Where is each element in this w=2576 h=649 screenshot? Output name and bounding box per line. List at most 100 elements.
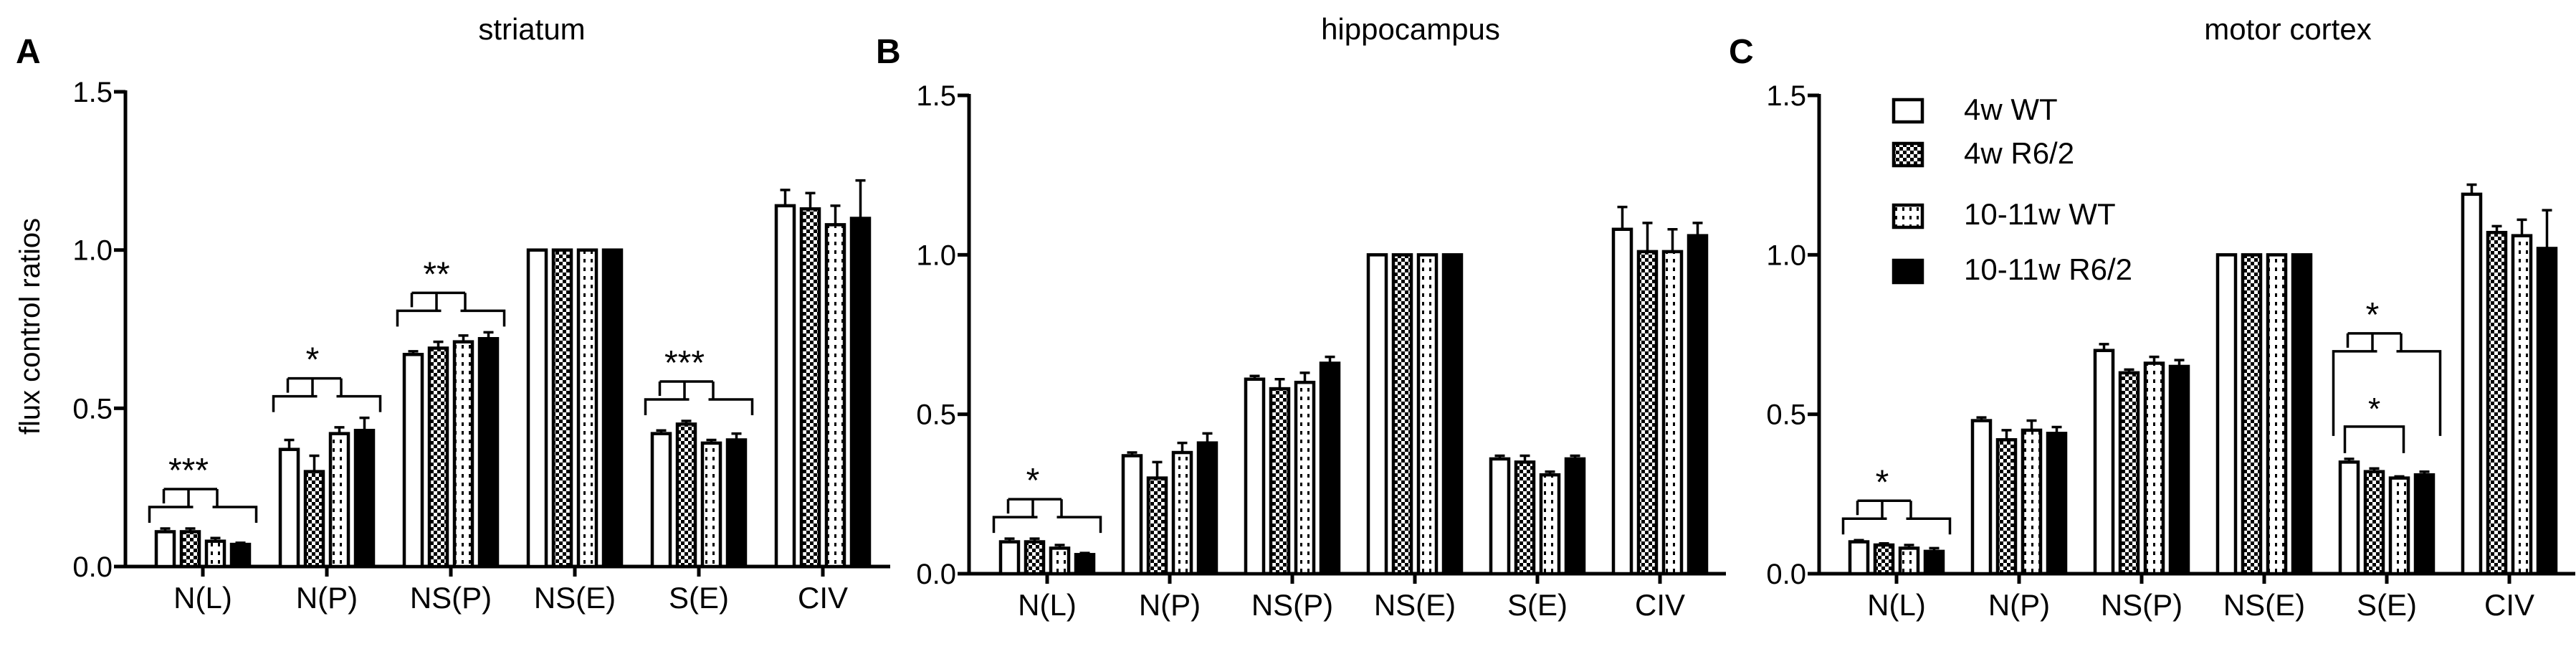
error-bar-10-11w-r6-2-s-e [1570,454,1580,459]
y-tick-label: 1.0 [1766,240,1806,271]
panel-letter-b: B [876,33,901,71]
error-bar-10-11w-r6-2-n-p [359,416,370,431]
bar-4w-wt-n-l [154,530,176,569]
bar-10-11w-r6-2-ns-e [1441,253,1464,576]
error-bar-10-11w-r6-2-civ [2542,209,2552,249]
error-bar-10-11w-r6-2-n-p [2051,425,2062,434]
sig-bracket [1841,499,1952,535]
x-tick-label: N(L) [173,581,232,615]
error-bar-4w-wt-s-e [1494,454,1505,459]
panel-c: 0.0 0.5 1.0 1.5 N(L) N(P) NS(P) NS(E) S(E) CIV * * * [1766,80,2575,622]
bar-4w-wt-s-e [650,432,672,569]
bar-4w-wt-ns-p [402,353,424,569]
legend-label-4w-r62: 4w R6/2 [1964,136,2074,170]
bar-4w-r6-2-n-l [1873,543,1895,576]
bar-10-11w-wt-n-p [1171,450,1193,576]
error-bar-10-11w-r6-2-ns-p [2174,359,2185,366]
legend: 4w WT 4w R6/2 10-11w WT 10-11w R6/2 [1892,93,2132,286]
bar-10-11w-r6-2-civ [1687,234,1709,576]
y-tick-label: 0.0 [1766,559,1806,590]
error-bar-4w-wt-s-e [2344,458,2355,463]
error-bar-4w-r6-2-n-p [309,454,320,472]
bar-10-11w-wt-n-p [328,432,350,569]
error-bar-4w-r6-2-ns-p [1274,378,1285,389]
error-bar-10-11w-wt-ns-p [458,334,469,342]
x-tick-label: N(P) [1139,588,1201,622]
bar-10-11w-r6-2-s-e [2413,473,2436,576]
x-tick-label: S(E) [1507,588,1568,622]
error-bar-10-11w-r6-2-s-e [2419,470,2430,475]
error-bar-10-11w-wt-n-p [334,426,345,434]
bar-4w-r6-2-ns-p [2118,371,2140,576]
bar-10-11w-wt-n-p [2021,428,2043,576]
bar-10-11w-r6-2-ns-e [2291,253,2313,576]
sig-label: *** [664,344,705,382]
y-tick-label: 1.0 [72,235,113,267]
error-bar-4w-wt-n-l [1004,537,1015,542]
error-bar-4w-wt-civ [1617,205,1628,229]
error-bar-4w-r6-2-ns-p [2124,368,2134,373]
sig-bracket [992,498,1102,534]
y-tick-label: 1.5 [1766,80,1806,112]
error-bar-4w-r6-2-s-e [681,420,692,425]
error-bar-4w-wt-ns-p [1249,374,1260,379]
error-bar-10-11w-r6-2-ns-p [1325,355,1335,364]
bar-10-11w-wt-s-e [700,441,722,569]
bar-4w-r6-2-civ [799,207,821,569]
error-bar-4w-wt-ns-p [408,350,419,355]
error-bar-4w-r6-2-n-l [1029,537,1040,542]
bar-10-11w-wt-ns-e [1416,253,1439,576]
bar-10-11w-r6-2-n-l [1074,553,1096,576]
bar-10-11w-r6-2-n-p [353,428,376,569]
sig-bracket [2343,425,2405,453]
error-bar-10-11w-r6-2-n-l [1079,551,1090,555]
panel-b: 0.0 0.5 1.0 1.5 N(L) N(P) NS(P) NS(E) S(E) CIV * [916,80,1726,622]
bar-4w-r6-2-n-p [1995,437,2018,576]
bar-4w-wt-n-l [998,540,1021,576]
error-bar-4w-wt-n-p [1127,451,1137,456]
bar-10-11w-r6-2-n-l [1923,549,1945,576]
error-bar-10-11w-wt-n-l [1904,544,1914,549]
bar-10-11w-wt-n-l [1898,546,1920,576]
bar-4w-wt-civ [1611,227,1633,576]
bar-4w-r6-2-n-l [179,530,201,569]
y-axis-label: flux control ratios [14,218,46,435]
bar-4w-wt-s-e [1489,457,1511,576]
x-tick-label: NS(P) [410,581,492,615]
bar-4w-r6-2-n-p [303,470,325,569]
x-tick-label: NS(E) [2223,588,2305,622]
legend-label-4w-wt: 4w WT [1964,93,2058,126]
y-tick-label: 0.5 [1766,399,1806,431]
bar-4w-wt-n-p [1121,454,1143,576]
error-bar-10-11w-r6-2-n-l [235,541,246,545]
y-tick-label: 0.5 [916,399,956,431]
bar-10-11w-wt-ns-p [1294,380,1316,576]
bar-10-11w-r6-2-ns-p [477,336,500,569]
x-tick-label: N(P) [296,581,358,615]
bar-4w-r6-2-ns-e [1391,253,1413,576]
sig-label: * [1876,463,1889,501]
bar-4w-r6-2-n-l [1024,540,1046,576]
sig-label: * [2368,392,2380,427]
error-bar-10-11w-r6-2-civ [855,179,866,219]
sig-label: * [2366,296,2380,334]
x-tick-label: CIV [2484,588,2534,622]
legend-label-10-11w-wt: 10-11w WT [1964,197,2116,231]
error-bar-10-11w-r6-2-n-p [1202,432,1213,443]
bar-10-11w-wt-ns-p [452,340,474,569]
error-bar-10-11w-wt-ns-p [2149,355,2160,364]
sig-bracket [2332,332,2442,436]
bar-4w-r6-2-s-e [675,422,697,569]
error-bar-10-11w-wt-civ [830,204,841,225]
error-bar-4w-wt-n-p [1976,416,1987,421]
error-bar-10-11w-wt-n-l [210,536,221,541]
x-tick-label: NS(E) [1374,588,1456,622]
error-bar-10-11w-wt-s-e [2394,475,2405,478]
bar-4w-r6-2-ns-e [2241,253,2263,576]
error-bar-4w-r6-2-s-e [2369,467,2380,472]
error-bar-4w-wt-n-l [160,527,171,532]
sig-label: *** [168,452,209,490]
bar-10-11w-wt-civ [2511,234,2533,576]
bar-4w-r6-2-civ [1636,250,1659,576]
bar-10-11w-r6-2-n-p [1196,441,1218,576]
